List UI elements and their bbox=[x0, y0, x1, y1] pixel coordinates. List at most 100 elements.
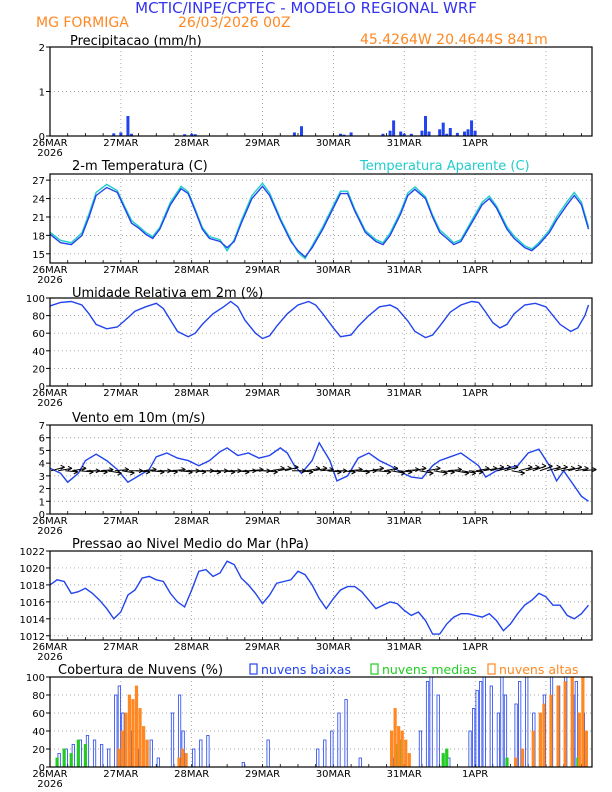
panel-frame bbox=[49, 676, 593, 768]
cloud-bar-nuvens-medias bbox=[441, 753, 445, 768]
y-tick-label: 100 bbox=[26, 294, 45, 305]
wind-vector bbox=[79, 470, 94, 473]
cloud-bar-nuvens-altas bbox=[531, 730, 535, 768]
cloud-legend-label: nuvens baixas bbox=[261, 662, 351, 677]
cloud-bar-nuvens-altas bbox=[549, 694, 553, 768]
cloud-bar-nuvens-baixas bbox=[156, 757, 160, 768]
x-year-label: 2026 bbox=[37, 148, 62, 159]
y-tick-label: 60 bbox=[32, 329, 45, 340]
wind-vector bbox=[426, 467, 441, 472]
wind-vector bbox=[277, 467, 292, 472]
precip-bar bbox=[409, 133, 413, 136]
y-tick-label: 1022 bbox=[20, 547, 45, 558]
cloud-bar-nuvens-baixas bbox=[170, 712, 175, 768]
temperatura-line bbox=[49, 185, 590, 258]
cloud-bar-nuvens-altas bbox=[131, 699, 135, 768]
precip-bar bbox=[119, 132, 123, 136]
wind-arrowhead bbox=[130, 470, 135, 476]
x-tick-label: 1APR bbox=[462, 265, 488, 276]
y-tick-label: 80 bbox=[32, 312, 45, 323]
y-tick-label: 2 bbox=[39, 485, 45, 496]
x-tick-label: 26MAR bbox=[32, 516, 67, 527]
x-tick-label: 27MAR bbox=[103, 642, 138, 653]
cloud-bar-nuvens-altas bbox=[581, 676, 585, 768]
wind-vector bbox=[171, 469, 186, 472]
y-tick-label: 21 bbox=[32, 213, 45, 224]
x-year-label: 2026 bbox=[37, 526, 62, 537]
y-tick-label: 0 bbox=[39, 763, 45, 774]
wind-vector bbox=[575, 467, 589, 472]
cloud-bar-nuvens-altas bbox=[145, 739, 149, 768]
wind-vector bbox=[440, 470, 455, 473]
y-tick-label: 27 bbox=[32, 176, 45, 187]
wind-vector bbox=[483, 467, 498, 472]
wind-arrowhead bbox=[499, 464, 505, 470]
wind-arrowhead bbox=[506, 464, 512, 470]
cloud-bar-nuvens-baixas bbox=[429, 676, 433, 768]
x-tick-label: 28MAR bbox=[174, 642, 209, 653]
wind-arrowhead bbox=[393, 465, 399, 471]
panel-frame bbox=[49, 297, 593, 387]
precip-bar bbox=[462, 131, 466, 136]
y-tick-label: 80 bbox=[32, 691, 45, 702]
x-tick-label: 30MAR bbox=[316, 265, 351, 276]
wind-vector bbox=[412, 467, 427, 472]
panel-frame bbox=[49, 424, 593, 515]
precip-bar bbox=[388, 130, 392, 136]
y-tick-label: 0 bbox=[39, 132, 45, 143]
wind-arrowhead bbox=[379, 465, 384, 471]
wind-arrowhead bbox=[520, 470, 525, 476]
x-tick-label: 30MAR bbox=[316, 388, 351, 399]
x-tick-label: 26MAR bbox=[32, 769, 67, 780]
y-tick-label: 2 bbox=[39, 43, 45, 54]
main-title: MCTIC/INPE/CPTEC - MODELO REGIONAL WRF bbox=[135, 0, 477, 17]
wind-vector bbox=[221, 470, 236, 473]
wind-vector bbox=[249, 469, 264, 472]
coords-label: 45.4264W 20.4644S 841m bbox=[360, 32, 548, 48]
wind-vector bbox=[235, 470, 250, 473]
y-tick-label: 3 bbox=[39, 472, 45, 483]
y-tick-label: 6 bbox=[39, 434, 45, 445]
wind-arrowhead bbox=[60, 464, 65, 470]
x-tick-label: 28MAR bbox=[174, 516, 209, 527]
x-tick-label: 27MAR bbox=[103, 138, 138, 149]
cloud-bar-nuvens-baixas bbox=[316, 748, 320, 768]
cloud-bar-nuvens-baixas bbox=[514, 703, 518, 768]
cloud-legend-box bbox=[487, 663, 496, 675]
y-tick-label: 1016 bbox=[20, 598, 45, 609]
x-year-label: 2026 bbox=[37, 779, 62, 790]
panel-title: Cobertura de Nuvens (%) bbox=[58, 663, 223, 678]
cloud-legend-label: nuvens medias bbox=[382, 662, 477, 677]
x-tick-label: 31MAR bbox=[387, 265, 422, 276]
cloud-bar-nuvens-altas bbox=[180, 748, 185, 768]
cloud-bar-nuvens-altas bbox=[138, 708, 142, 768]
y-tick-label: 1014 bbox=[20, 615, 45, 626]
precip-bar bbox=[193, 134, 197, 136]
x-tick-label: 27MAR bbox=[103, 265, 138, 276]
wind-vector bbox=[65, 470, 78, 473]
x-tick-label: 31MAR bbox=[387, 769, 422, 780]
x-tick-label: 29MAR bbox=[245, 388, 280, 399]
precip-bar bbox=[420, 130, 424, 136]
cloud-legend-label: nuvens altas bbox=[499, 662, 579, 677]
wind-vector bbox=[150, 470, 165, 473]
x-tick-label: 26MAR bbox=[32, 388, 67, 399]
temp-aparente-legend: Temperatura Aparente (C) bbox=[359, 159, 530, 174]
cloud-bar-nuvens-baixas bbox=[475, 690, 479, 768]
x-tick-label: 28MAR bbox=[174, 265, 209, 276]
wind-vector bbox=[320, 469, 334, 472]
cloud-bar-nuvens-altas bbox=[542, 703, 546, 768]
cloud-bar-nuvens-baixas bbox=[479, 681, 483, 768]
panel-title: Precipitacao (mm/h) bbox=[70, 34, 202, 49]
y-tick-label: 20 bbox=[32, 364, 45, 375]
x-tick-label: 27MAR bbox=[103, 769, 138, 780]
x-tick-label: 26MAR bbox=[32, 265, 67, 276]
precip-bar bbox=[466, 129, 470, 136]
y-tick-label: 40 bbox=[32, 727, 45, 738]
precip-bar bbox=[402, 133, 406, 136]
precip-bar bbox=[183, 134, 187, 136]
x-tick-label: 1APR bbox=[462, 388, 488, 399]
precip-bar bbox=[126, 115, 130, 136]
